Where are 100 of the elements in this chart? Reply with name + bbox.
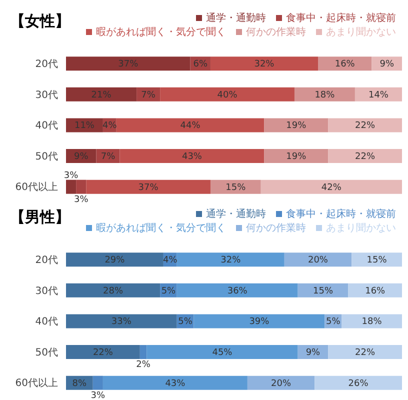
bar xyxy=(116,118,264,132)
y-tick-label: 20代 xyxy=(35,254,58,266)
y-tick-label: 30代 xyxy=(35,90,58,101)
data-label: 36% xyxy=(227,286,248,296)
bar xyxy=(102,376,248,390)
data-label: 8% xyxy=(72,378,88,389)
legend-label: 食事中・起床時・就寝前 xyxy=(286,209,396,220)
data-label: 5% xyxy=(178,317,193,328)
bar xyxy=(294,87,355,102)
legend-label: あまり聞かない xyxy=(326,27,396,38)
data-label: 19% xyxy=(286,152,307,162)
bar xyxy=(264,149,328,164)
data-label: 16% xyxy=(365,286,386,296)
bar xyxy=(120,149,264,164)
data-label: 43% xyxy=(182,152,202,162)
data-label: 21% xyxy=(91,90,112,100)
data-label: 32% xyxy=(220,256,242,266)
data-label: 44% xyxy=(180,121,201,132)
bar xyxy=(328,345,402,360)
legend-label: 暇があれば聞く・気分で聞く xyxy=(96,223,226,234)
data-label: 26% xyxy=(348,378,369,389)
bar xyxy=(284,252,352,267)
chart-title: 【女性】 xyxy=(10,12,70,31)
data-label: 40% xyxy=(217,90,238,100)
data-label: 15% xyxy=(313,286,334,296)
legend-label: 通学・通勤時 xyxy=(206,209,266,220)
data-label: 7% xyxy=(141,90,156,100)
data-label: 22% xyxy=(355,152,376,162)
bar xyxy=(354,87,402,102)
data-label: 22% xyxy=(355,121,376,132)
bar xyxy=(348,283,402,298)
bar xyxy=(176,283,298,298)
bar xyxy=(318,56,372,71)
chart-title: 【男性】 xyxy=(10,208,70,227)
data-label: 3% xyxy=(74,194,89,205)
bar xyxy=(176,252,284,267)
data-label: 33% xyxy=(111,317,132,328)
data-label: 6% xyxy=(193,60,208,70)
bar xyxy=(66,252,164,267)
bar xyxy=(140,345,147,360)
bar xyxy=(66,314,177,328)
data-label: 20% xyxy=(308,256,328,266)
bar xyxy=(66,87,137,102)
data-label: 42% xyxy=(321,182,342,193)
bar xyxy=(352,252,402,267)
legend-label: 何かの作業時 xyxy=(246,223,306,234)
data-label: 15% xyxy=(366,256,388,266)
data-label: 39% xyxy=(249,317,270,328)
data-label: 5% xyxy=(326,317,341,328)
legend-label: あまり聞かない xyxy=(326,223,396,234)
y-tick-label: 50代 xyxy=(35,151,58,162)
data-label: 9% xyxy=(306,348,321,358)
data-label: 18% xyxy=(314,90,336,100)
data-label: 20% xyxy=(271,378,292,389)
bar xyxy=(146,345,298,360)
data-label: 11% xyxy=(74,121,95,132)
bar xyxy=(160,87,294,102)
data-label: 43% xyxy=(165,378,186,389)
data-label: 15% xyxy=(226,182,246,193)
data-label: 3% xyxy=(90,390,106,400)
bar xyxy=(328,149,402,164)
data-label: 4% xyxy=(163,256,178,266)
data-label: 2% xyxy=(136,360,151,370)
data-label: 14% xyxy=(368,90,389,100)
bar xyxy=(342,314,402,328)
data-label: 37% xyxy=(118,60,139,70)
data-label: 32% xyxy=(254,60,275,70)
data-label: 28% xyxy=(103,286,124,296)
data-label: 9% xyxy=(74,152,89,162)
data-label: 22% xyxy=(355,348,376,358)
bar xyxy=(66,56,190,71)
bar xyxy=(314,376,402,390)
data-label: 16% xyxy=(334,60,356,70)
y-tick-label: 40代 xyxy=(35,316,58,328)
y-tick-label: 30代 xyxy=(35,286,58,297)
data-label: 5% xyxy=(161,286,176,296)
data-label: 22% xyxy=(92,348,114,358)
data-label: 7% xyxy=(100,152,116,162)
bar xyxy=(66,283,160,298)
y-tick-label: 60代以上 xyxy=(15,377,58,390)
data-label: 3% xyxy=(64,170,79,181)
legend-label: 暇があれば聞く・気分で聞く xyxy=(96,27,226,38)
bar xyxy=(66,180,76,194)
bar xyxy=(76,180,86,194)
bar xyxy=(210,56,318,71)
data-label: 45% xyxy=(212,348,233,358)
y-tick-label: 20代 xyxy=(35,58,58,70)
data-label: 4% xyxy=(102,121,118,132)
bar xyxy=(210,180,261,194)
bar xyxy=(194,314,325,328)
bar xyxy=(298,283,348,298)
y-tick-label: 50代 xyxy=(35,347,58,358)
bar xyxy=(264,118,328,132)
data-label: 18% xyxy=(362,317,382,328)
bar xyxy=(247,376,315,390)
y-tick-label: 60代以上 xyxy=(15,181,58,194)
data-label: 9% xyxy=(380,60,394,70)
bar xyxy=(328,118,402,132)
data-label: 19% xyxy=(286,121,307,132)
bar xyxy=(92,376,103,390)
